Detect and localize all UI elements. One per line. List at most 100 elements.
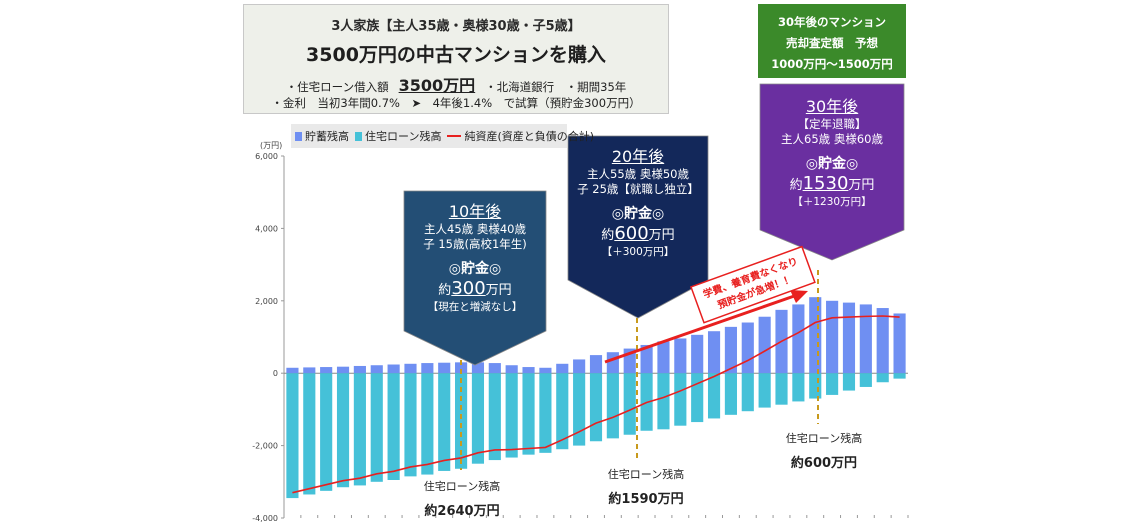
callout-10y-save: ◎貯金◎ <box>448 261 502 277</box>
savings-bar <box>657 341 670 374</box>
loan-bar <box>724 373 737 415</box>
loan-bar <box>387 373 400 480</box>
family-info: 3人家族【主人35歳・奥様30歳・子5歳】 <box>331 19 581 34</box>
savings-bar <box>859 304 872 374</box>
legend-savings: 貯蓄残高 <box>295 128 349 144</box>
loan-bar <box>691 373 704 423</box>
loan-bar <box>522 373 535 455</box>
loan-bar <box>556 373 569 450</box>
loan-bar <box>488 373 501 461</box>
savings-bar <box>876 308 889 374</box>
loan-bar <box>826 373 839 395</box>
savings-bar <box>488 363 501 374</box>
legend-net: 純資産(資産と負債の合計) <box>447 128 594 144</box>
loan-label-30y-text: 住宅ローン残高 <box>785 432 863 445</box>
callout-10y-amt-num: 300 <box>451 278 486 299</box>
savings-bar <box>438 362 451 374</box>
savings-bar <box>893 313 906 374</box>
legend-savings-swatch <box>295 131 302 141</box>
title-box: 3人家族【主人35歳・奥様30歳・子5歳】 3500万円の中古マンションを購入 … <box>243 4 669 114</box>
loan-bar <box>353 373 366 486</box>
savings-bar <box>539 367 552 374</box>
callout-10y-amount: 約300万円 <box>404 278 546 299</box>
loan-bar <box>623 373 636 435</box>
loan-info-pre: ・住宅ローン借入額 <box>285 80 389 94</box>
loan-bar <box>859 373 872 387</box>
callout-30y-amt-unit: 万円 <box>848 178 875 193</box>
callout-10y-sub2: 子 15歳(高校1年生) <box>423 237 527 251</box>
sale-estimate-line2: 売却査定額 予想 <box>786 36 878 50</box>
savings-bar <box>589 355 603 374</box>
loan-bar <box>792 373 805 402</box>
loan-label-20y: 住宅ローン残高 約1590万円 <box>584 466 708 507</box>
loan-info: ・住宅ローン借入額 3500万円 ・北海道銀行 ・期間35年 <box>244 72 668 96</box>
callout-20y-note: 【＋300万円】 <box>601 246 675 258</box>
callout-30y-note: 【＋1230万円】 <box>792 196 872 208</box>
chart-legend: 貯蓄残高 住宅ローン残高 純資産(資産と負債の合計) <box>291 124 594 148</box>
surge-note-box <box>690 245 816 324</box>
callout-10y-shape <box>403 190 547 366</box>
loan-bar <box>286 373 299 499</box>
callout-30y-amt-pre: 約 <box>789 178 803 193</box>
callout-30y-shape <box>759 83 905 261</box>
loan-bar <box>758 373 771 408</box>
savings-bar <box>640 344 653 374</box>
callout-10y-amt-pre: 約 <box>438 283 452 298</box>
loan-label-10y-text: 住宅ローン残高 <box>423 480 501 493</box>
loan-bar <box>370 373 383 482</box>
loan-bar <box>421 373 434 475</box>
loan-label-30y: 住宅ローン残高 約600万円 <box>762 430 886 471</box>
callout-30y-sub1: 【定年退職】 <box>797 117 867 131</box>
savings-bar <box>303 367 316 374</box>
callout-30y-amount: 約1530万円 <box>760 173 904 194</box>
callout-20y-sub1: 主人55歳 奥様50歳 <box>587 167 689 181</box>
legend-net-label: 純資産(資産と負債の合計) <box>464 130 595 143</box>
loan-bar <box>809 373 822 399</box>
loan-bar <box>573 373 586 446</box>
loan-label-10y-amount: 約2640万円 <box>424 504 500 519</box>
increase-arrow-head <box>790 290 808 303</box>
savings-bar <box>286 367 299 374</box>
callout-20y-save: ◎貯金◎ <box>611 206 665 222</box>
y-unit-label: (万円) <box>260 141 282 150</box>
callout-10y-title: 10年後 <box>448 202 502 221</box>
callout-30y-title: 30年後 <box>805 97 859 116</box>
y-tick-label: 0 <box>273 369 278 378</box>
callout-20y-amount: 約600万円 <box>568 223 708 244</box>
savings-bar <box>724 326 737 374</box>
loan-bar <box>303 373 316 495</box>
callout-20y-amt-num: 600 <box>614 223 649 244</box>
savings-bar <box>556 363 569 374</box>
savings-bar <box>691 334 704 374</box>
loan-bar <box>657 373 670 430</box>
y-tick-label: -4,000 <box>252 514 278 522</box>
legend-net-swatch <box>447 135 462 137</box>
sale-estimate-line1: 30年後のマンション <box>777 15 886 29</box>
loan-label-20y-text: 住宅ローン残高 <box>607 468 685 481</box>
savings-bar <box>387 364 400 374</box>
callout-10y-note: 【現在と増減なし】 <box>427 301 523 313</box>
callout-30y: 30年後 【定年退職】 主人65歳 奥様60歳 ◎貯金◎ 約1530万円 【＋1… <box>760 93 904 209</box>
legend-loan-label: 住宅ローン残高 <box>365 130 442 143</box>
savings-bar <box>741 322 754 374</box>
savings-bar <box>336 366 350 374</box>
callout-20y-shape <box>567 135 709 319</box>
loan-bar <box>893 373 906 379</box>
sale-estimate-box: 30年後のマンション 売却査定額 予想 1000万円～1500万円 <box>758 4 906 78</box>
loan-bar <box>606 373 619 439</box>
loan-bar <box>539 373 552 453</box>
savings-bar <box>404 363 417 374</box>
y-tick-label: 2,000 <box>255 297 278 306</box>
savings-bar <box>522 367 535 374</box>
loan-bar <box>438 373 451 471</box>
sale-estimate-line3: 1000万円～1500万円 <box>771 57 893 71</box>
loan-bar <box>336 373 350 488</box>
savings-bar <box>674 338 687 374</box>
callout-20y-amt-pre: 約 <box>601 228 615 243</box>
legend-savings-label: 貯蓄残高 <box>305 130 349 143</box>
callout-20y: 20年後 主人55歳 奥様50歳 子 25歳【就職し独立】 ◎貯金◎ 約600万… <box>568 143 708 259</box>
savings-bar <box>842 302 856 374</box>
loan-bar <box>775 373 788 405</box>
savings-bar <box>758 316 771 374</box>
